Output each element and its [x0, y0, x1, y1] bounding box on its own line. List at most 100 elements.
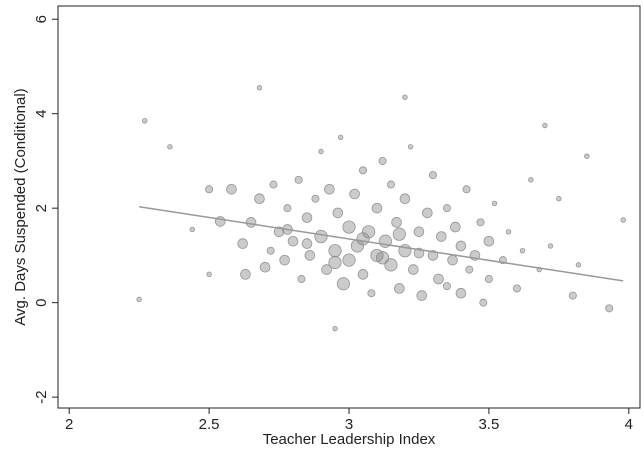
point — [462, 185, 471, 194]
point — [245, 217, 257, 228]
point — [584, 153, 590, 159]
point — [408, 264, 419, 275]
point — [413, 226, 425, 238]
point — [301, 238, 313, 249]
point — [386, 180, 395, 189]
point — [342, 220, 356, 234]
y-axis-label: Avg. Days Suspended (Conditional) — [12, 88, 29, 325]
point — [416, 290, 428, 301]
x-tick-label: 2 — [65, 416, 73, 433]
point — [620, 217, 626, 223]
y-tick-label: -2 — [33, 390, 50, 403]
point — [254, 193, 265, 205]
point — [256, 85, 263, 91]
point — [479, 298, 488, 307]
point — [394, 283, 405, 294]
point — [547, 243, 554, 249]
point — [375, 251, 390, 265]
y-tick-label: 2 — [33, 204, 50, 212]
point — [266, 246, 275, 255]
point — [455, 240, 467, 252]
point — [136, 296, 142, 303]
point — [273, 226, 285, 238]
point — [542, 122, 548, 129]
point — [279, 254, 290, 266]
point — [447, 254, 458, 266]
point — [371, 202, 383, 214]
point — [332, 325, 338, 332]
point — [367, 289, 376, 298]
point — [167, 144, 173, 150]
x-tick-label: 3.5 — [478, 416, 499, 433]
point — [519, 247, 526, 254]
point — [436, 231, 447, 242]
point — [283, 204, 292, 213]
point — [301, 212, 313, 223]
point — [378, 156, 387, 165]
point — [324, 183, 335, 195]
point — [476, 218, 485, 227]
point — [294, 175, 303, 184]
point — [407, 144, 414, 150]
point — [349, 188, 360, 200]
x-tick-label: 2.5 — [199, 416, 220, 433]
point — [568, 291, 577, 300]
point — [483, 235, 495, 247]
point — [328, 244, 342, 258]
x-axis-label: Teacher Leadership Index — [263, 431, 436, 448]
point — [287, 235, 299, 247]
point — [428, 171, 437, 180]
point — [528, 177, 534, 183]
point — [304, 250, 316, 261]
point — [391, 217, 402, 228]
point — [465, 265, 474, 274]
point — [259, 261, 271, 273]
point — [357, 269, 369, 280]
point — [297, 275, 306, 284]
y-tick-label: 0 — [33, 298, 50, 306]
point — [226, 183, 237, 195]
point — [442, 282, 451, 291]
point — [575, 262, 582, 268]
point — [314, 229, 328, 244]
point — [318, 148, 324, 155]
point — [361, 225, 376, 239]
point — [269, 180, 278, 189]
point — [484, 275, 493, 284]
x-tick-label: 4 — [625, 416, 633, 433]
point — [342, 253, 356, 267]
point — [311, 194, 320, 203]
point — [237, 238, 248, 249]
point — [189, 226, 196, 233]
point — [442, 204, 451, 213]
point — [321, 264, 332, 275]
point — [402, 94, 408, 100]
y-tick-label: 6 — [33, 15, 50, 23]
point — [433, 273, 444, 285]
point — [455, 287, 467, 299]
point — [337, 134, 344, 141]
point — [399, 193, 411, 205]
x-tick-label: 3 — [345, 416, 353, 433]
point — [556, 196, 562, 202]
point — [240, 269, 251, 280]
point — [336, 277, 351, 291]
point — [206, 271, 212, 278]
point — [332, 207, 344, 219]
point — [491, 200, 498, 207]
fit-line — [139, 206, 624, 282]
point — [427, 250, 439, 261]
point — [392, 227, 406, 241]
point — [205, 185, 214, 194]
point — [605, 304, 614, 313]
point — [512, 284, 521, 293]
point — [356, 232, 370, 246]
point — [505, 229, 512, 235]
point — [358, 166, 367, 175]
point — [422, 207, 433, 219]
point — [450, 221, 461, 233]
y-tick-label: 4 — [33, 110, 50, 118]
point — [384, 258, 398, 272]
point — [328, 255, 342, 270]
